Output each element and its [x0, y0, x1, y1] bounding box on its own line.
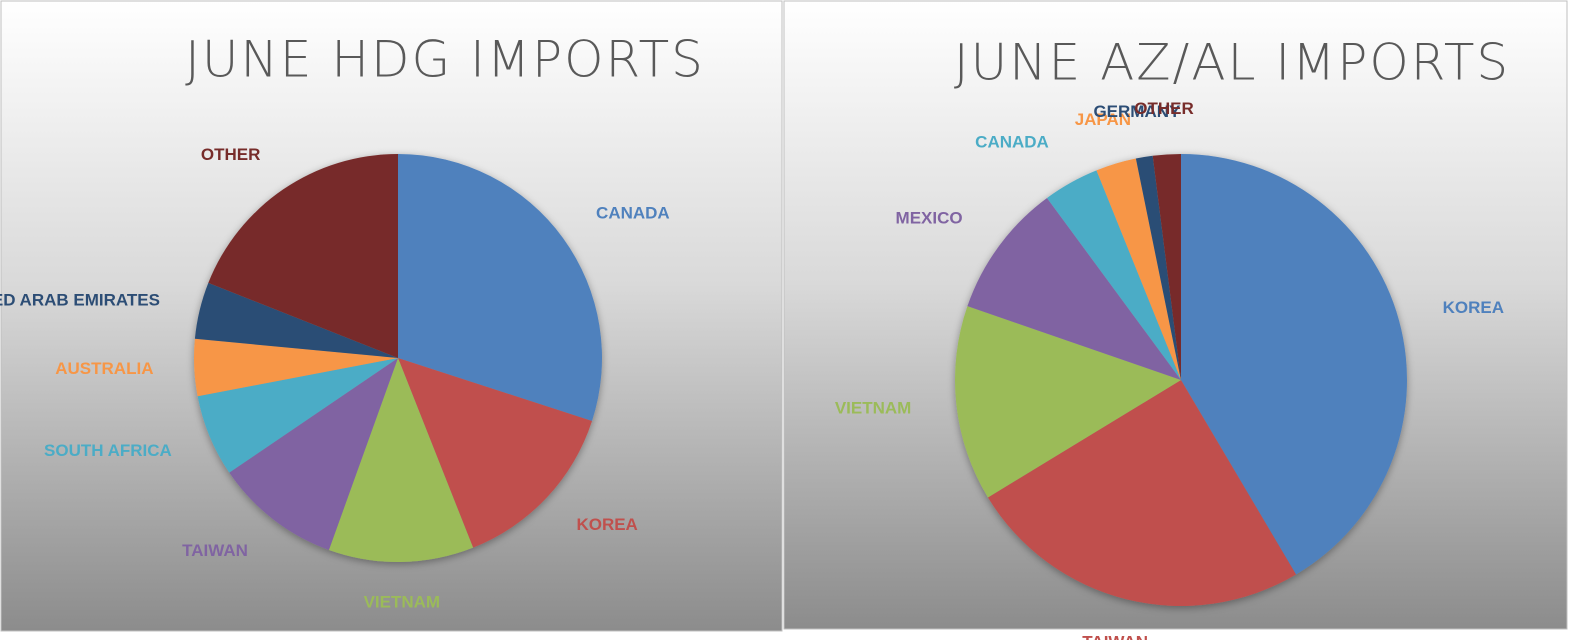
- pie-slice: [398, 154, 602, 422]
- slice-label: SOUTH AFRICA: [44, 441, 172, 460]
- slice-label: UNITED ARAB EMIRATES: [0, 290, 160, 309]
- slice-label: CANADA: [596, 204, 670, 223]
- pie-slice: [194, 338, 398, 397]
- pie-slice: [987, 380, 1297, 606]
- slice-label: VIETNAM: [835, 398, 912, 417]
- slice-label: KOREA: [576, 515, 637, 534]
- slice-label: MEXICO: [896, 209, 963, 228]
- pie-slice: [1181, 154, 1407, 575]
- pie: [194, 154, 602, 563]
- chart-title: JUNE HDG IMPORTS: [185, 31, 705, 89]
- slice-label: JAPAN: [1075, 110, 1131, 129]
- chart-title: JUNE AZ/AL IMPORTS: [954, 34, 1510, 92]
- slice-label: TAIWAN: [1082, 633, 1148, 640]
- slice-label: VIETNAM: [364, 592, 441, 611]
- pie-slice: [1135, 155, 1181, 380]
- slice-label: OTHER: [1134, 99, 1194, 118]
- pie-slice: [967, 198, 1181, 380]
- slice-label: KOREA: [1443, 298, 1504, 317]
- pie-slice: [328, 358, 474, 563]
- pie-slice: [229, 358, 398, 550]
- slice-label: TAIWAN: [182, 541, 248, 560]
- pie-slice: [194, 282, 398, 358]
- pie-slice: [208, 154, 398, 358]
- slice-label: GERMANY: [1093, 102, 1181, 121]
- slice-label: OTHER: [201, 145, 261, 164]
- slice-label: AUSTRALIA: [55, 359, 153, 378]
- pie-slice: [955, 306, 1181, 498]
- pie-slice: [1047, 170, 1181, 380]
- pie-slice: [1096, 158, 1181, 380]
- slice-label: CANADA: [975, 133, 1049, 152]
- pie: [955, 154, 1407, 606]
- pie-slice: [197, 358, 398, 473]
- pie-slice: [1152, 154, 1181, 380]
- pie-slice: [398, 358, 593, 548]
